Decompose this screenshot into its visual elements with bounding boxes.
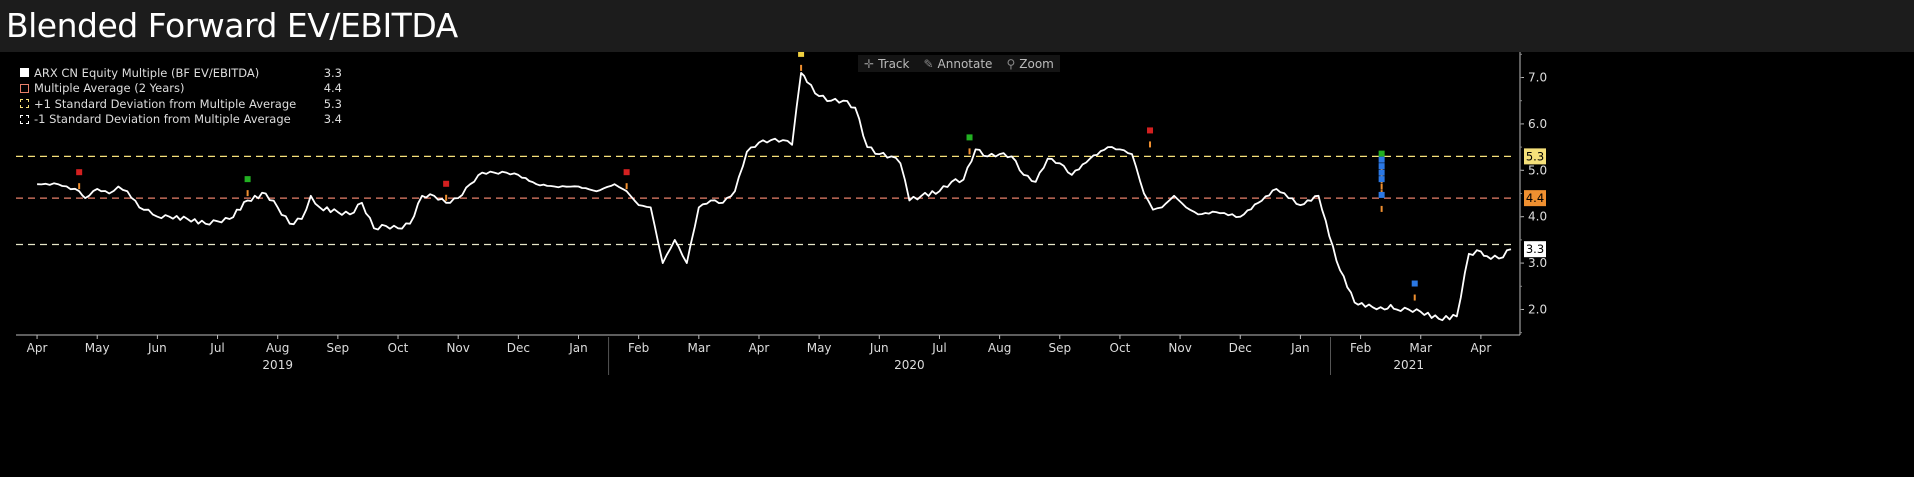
chart-canvas[interactable]: 2.0 3.0 4.0 5.0 6.0 7.0 Apr May Jun Jul Aug Sep Oct N… <box>0 52 1914 477</box>
legend-item[interactable]: +1 Standard Deviation from Multiple Aver… <box>20 96 342 112</box>
y-tick-label: 7.0 <box>1528 71 1547 85</box>
annotate-button[interactable]: ✎ Annotate <box>923 56 993 71</box>
legend-label: -1 Standard Deviation from Multiple Aver… <box>34 112 291 127</box>
legend-item[interactable]: ARX CN Equity Multiple (BF EV/EBITDA) 3.… <box>20 65 342 81</box>
legend-item[interactable]: -1 Standard Deviation from Multiple Aver… <box>20 112 342 128</box>
value-label-text: 3.3 <box>1526 242 1544 256</box>
event-marker <box>798 52 805 57</box>
x-tick-label: Jul <box>209 341 224 355</box>
y-tick-label: 2.0 <box>1528 302 1547 316</box>
chart-title: Blended Forward EV/EBITDA <box>6 6 458 45</box>
x-tick-label: May <box>807 341 832 355</box>
x-tick-label: Mar <box>687 341 710 355</box>
x-tick-label: Aug <box>988 341 1011 355</box>
x-tick-label: Oct <box>1110 341 1131 355</box>
event-marker <box>623 169 630 176</box>
x-tick-label: Dec <box>507 341 530 355</box>
value-label-box <box>1524 190 1546 207</box>
legend-value: 5.3 <box>323 96 342 111</box>
event-marker <box>1378 156 1385 163</box>
legend-value: 3.4 <box>323 112 342 127</box>
x-tick-label: May <box>85 341 110 355</box>
event-marker <box>1411 280 1418 287</box>
legend-swatch <box>20 114 29 124</box>
legend: ARX CN Equity Multiple (BF EV/EBITDA) 3.… <box>20 65 342 127</box>
x-year-label: 2021 <box>1393 358 1424 372</box>
y-tick-label: 6.0 <box>1528 117 1547 131</box>
legend-item[interactable]: Multiple Average (2 Years) 4.4 <box>20 81 342 97</box>
x-tick-label: Feb <box>1350 341 1371 355</box>
x-tick-label: Apr <box>27 341 48 355</box>
legend-swatch <box>20 99 29 109</box>
event-marker <box>1378 163 1385 170</box>
event-marker <box>443 180 450 187</box>
legend-label: Multiple Average (2 Years) <box>34 81 185 96</box>
track-button[interactable]: ✛ Track <box>864 56 910 71</box>
x-year-label: 2020 <box>894 358 925 372</box>
x-tick-label: Feb <box>628 341 649 355</box>
series-line <box>37 71 1512 322</box>
x-tick-label: Jan <box>1290 341 1310 355</box>
x-tick-label: Nov <box>446 341 469 355</box>
pencil-icon: ✎ <box>923 56 934 71</box>
legend-value: 3.3 <box>323 65 342 80</box>
crosshair-icon: ✛ <box>864 56 875 71</box>
x-tick-label: Apr <box>1471 341 1492 355</box>
x-tick-label: Apr <box>749 341 770 355</box>
title-bar: Blended Forward EV/EBITDA <box>0 0 1914 52</box>
chart-toolbar: ✛ Track ✎ Annotate ⚲ Zoom <box>858 55 1060 72</box>
event-marker <box>966 134 973 141</box>
y-tick-label: 3.0 <box>1528 256 1547 270</box>
event-marker <box>76 169 83 176</box>
event-marker <box>1378 169 1385 176</box>
legend-swatch <box>20 68 29 78</box>
legend-label: +1 Standard Deviation from Multiple Aver… <box>34 96 297 111</box>
event-marker <box>1147 127 1154 134</box>
value-label-box <box>1524 241 1546 258</box>
event-marker <box>244 176 251 183</box>
legend-value: 4.4 <box>323 81 342 96</box>
value-label-box <box>1524 148 1546 165</box>
event-marker <box>1378 150 1385 157</box>
x-tick-label: Mar <box>1409 341 1432 355</box>
event-marker <box>1378 191 1385 198</box>
zoom-button[interactable]: ⚲ Zoom <box>1006 56 1054 71</box>
x-tick-label: Sep <box>327 341 350 355</box>
x-tick-label: Nov <box>1168 341 1191 355</box>
x-tick-label: Jul <box>931 341 946 355</box>
x-tick-label: Jun <box>147 341 167 355</box>
x-tick-label: Dec <box>1229 341 1252 355</box>
x-tick-label: Jun <box>869 341 889 355</box>
x-tick-label: Sep <box>1048 341 1071 355</box>
legend-swatch <box>20 83 29 93</box>
x-tick-label: Jan <box>568 341 588 355</box>
event-marker <box>1378 176 1385 183</box>
y-tick-label: 5.0 <box>1528 163 1547 177</box>
x-year-label: 2019 <box>262 358 293 372</box>
x-tick-label: Oct <box>388 341 409 355</box>
value-label-text: 5.3 <box>1526 149 1544 163</box>
x-tick-label: Aug <box>266 341 289 355</box>
legend-label: ARX CN Equity Multiple (BF EV/EBITDA) <box>34 65 260 80</box>
y-tick-label: 4.0 <box>1528 210 1547 224</box>
value-label-text: 4.4 <box>1526 191 1544 205</box>
magnifier-icon: ⚲ <box>1006 56 1016 71</box>
